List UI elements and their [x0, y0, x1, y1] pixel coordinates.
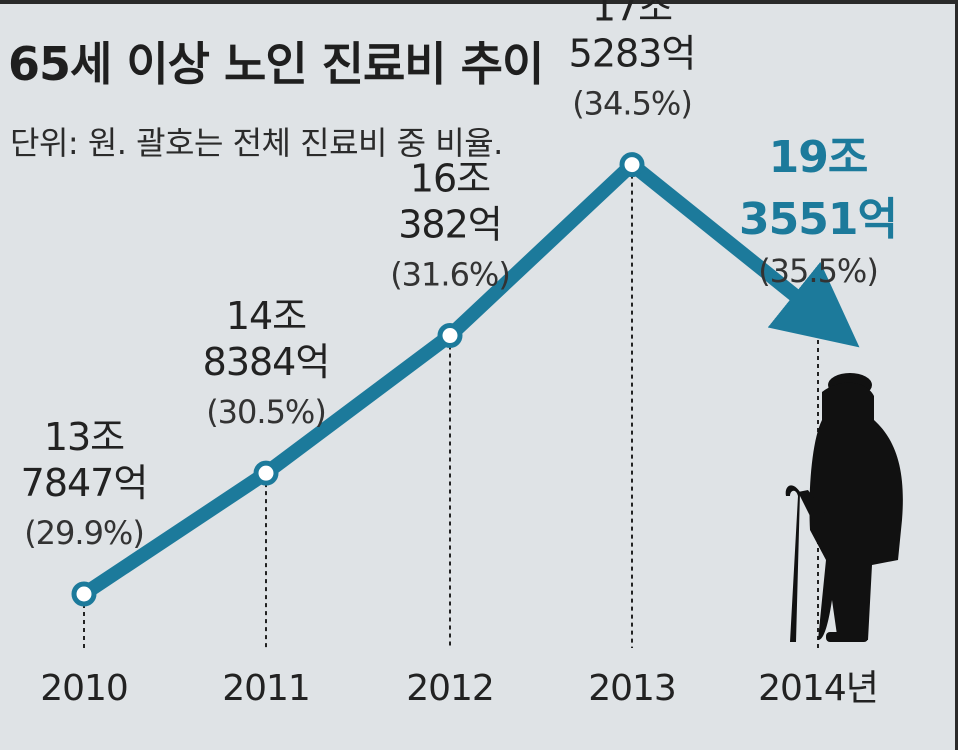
chart-subtitle: 단위: 원. 괄호는 전체 진료비 중 비율. — [10, 124, 503, 162]
value-label-jo: 13조 — [44, 415, 124, 459]
value-label-jo: 17조 — [592, 0, 672, 30]
elderly-person-with-cane-icon — [785, 373, 903, 642]
share-label: (30.5%) — [206, 393, 326, 431]
value-label-jo: 16조 — [410, 157, 490, 201]
value-label-jo: 19조 — [769, 132, 868, 183]
x-tick-label: 2011 — [222, 668, 310, 709]
share-label: (34.5%) — [572, 85, 692, 123]
data-point — [253, 460, 279, 486]
data-point — [71, 581, 97, 607]
x-tick-label: 2012 — [406, 668, 494, 709]
data-point — [437, 323, 463, 349]
value-label-eok: 382억 — [398, 203, 502, 247]
value-label-jo: 14조 — [226, 294, 306, 338]
value-label-eok: 3551억 — [739, 194, 897, 245]
top-border — [0, 0, 958, 4]
chart-title: 65세 이상 노인 진료비 추이 — [8, 37, 544, 91]
share-label: (31.6%) — [390, 256, 510, 294]
value-label-eok: 7847억 — [21, 461, 148, 505]
x-tick-label: 2013 — [588, 668, 676, 709]
data-point — [619, 152, 645, 178]
x-tick-label: 2014년 — [758, 668, 878, 709]
share-label: (35.5%) — [758, 252, 878, 290]
value-label-eok: 8384억 — [203, 340, 330, 384]
right-border — [955, 0, 958, 750]
share-label: (29.9%) — [24, 514, 144, 552]
x-tick-label: 2010 — [40, 668, 128, 709]
value-label-eok: 5283억 — [569, 32, 696, 76]
